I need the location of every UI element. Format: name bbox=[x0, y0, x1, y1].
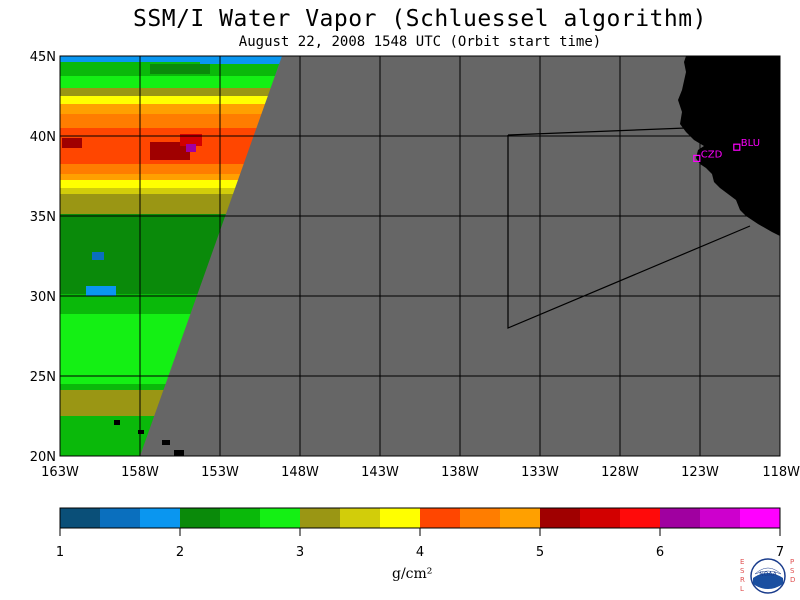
map-frame bbox=[59, 55, 781, 457]
vapor-blue-patch-1 bbox=[86, 286, 116, 296]
lon-label: 158W bbox=[121, 465, 159, 480]
sector-outline bbox=[507, 135, 751, 329]
hawaii-islands bbox=[114, 420, 184, 456]
colorbar bbox=[60, 508, 781, 528]
lat-label: 45N bbox=[30, 50, 56, 65]
vapor-band-olive bbox=[60, 88, 282, 96]
lon-label: 153W bbox=[201, 465, 239, 480]
lon-label: 138W bbox=[441, 465, 479, 480]
station-marker-czd bbox=[693, 154, 701, 162]
vapor-band-orange-1 bbox=[60, 104, 282, 114]
vapor-darkgreen-patch bbox=[150, 64, 210, 74]
map-title: SSM/I Water Vapor (Schluessel algorithm) bbox=[133, 6, 707, 32]
colorbar-swatch bbox=[140, 508, 181, 528]
lat-label: 20N bbox=[30, 450, 56, 465]
lat-label: 30N bbox=[30, 290, 56, 305]
colorbar-tick-label: 6 bbox=[656, 545, 664, 560]
vapor-band-green-2 bbox=[60, 76, 282, 88]
vapor-band-yellow-2 bbox=[60, 180, 282, 188]
vapor-band-orange-4 bbox=[60, 174, 282, 180]
stations: CZD BLU bbox=[693, 138, 760, 162]
colorbar-swatch bbox=[180, 508, 221, 528]
lon-label: 118W bbox=[762, 465, 800, 480]
noaa-seal-icon: NOAA bbox=[750, 558, 786, 594]
vapor-max-dark-red-2 bbox=[62, 138, 82, 148]
lat-axis-labels: 45N 40N 35N 30N 25N 20N bbox=[30, 50, 56, 465]
station-label-blu: BLU bbox=[741, 138, 760, 149]
vapor-blue-patch-2 bbox=[92, 252, 104, 260]
lat-label: 40N bbox=[30, 130, 56, 145]
colorbar-swatch bbox=[260, 508, 301, 528]
vapor-band-olive-2 bbox=[60, 194, 282, 214]
island-kauai bbox=[114, 420, 120, 425]
island-hawaii bbox=[174, 450, 184, 456]
colorbar-swatch bbox=[100, 508, 141, 528]
vapor-band-orange-2 bbox=[60, 114, 282, 128]
graticule bbox=[60, 56, 780, 456]
vapor-blue-north-patch bbox=[200, 56, 280, 64]
lon-label: 128W bbox=[601, 465, 639, 480]
lon-label: 163W bbox=[41, 465, 79, 480]
island-maui bbox=[162, 440, 170, 445]
north-america-land bbox=[678, 56, 780, 236]
vapor-max-red bbox=[180, 134, 202, 146]
colorbar-swatch bbox=[300, 508, 341, 528]
lon-label: 133W bbox=[521, 465, 559, 480]
vapor-band-orange-3 bbox=[60, 164, 282, 174]
colorbar-tick-label: 3 bbox=[296, 545, 304, 560]
colorbar-unit-label: g/cm² bbox=[392, 566, 433, 582]
colorbar-swatch bbox=[420, 508, 461, 528]
seal-text: NOAA bbox=[759, 571, 777, 578]
vapor-max-purple bbox=[186, 144, 196, 152]
colorbar-tick-label: 4 bbox=[416, 545, 424, 560]
lat-label: 35N bbox=[30, 210, 56, 225]
colorbar-swatch bbox=[220, 508, 261, 528]
station-marker-blu bbox=[733, 143, 741, 151]
colorbar-swatch bbox=[740, 508, 781, 528]
colorbar-swatch bbox=[580, 508, 621, 528]
island-oahu bbox=[138, 430, 144, 434]
lon-label: 143W bbox=[361, 465, 399, 480]
map-subtitle: August 22, 2008 1548 UTC (Orbit start ti… bbox=[238, 34, 602, 50]
colorbar-tick-label: 2 bbox=[176, 545, 184, 560]
colorbar-tick-label: 5 bbox=[536, 545, 544, 560]
colorbar-tick-label: 1 bbox=[56, 545, 64, 560]
station-label-czd: CZD bbox=[701, 149, 723, 160]
colorbar-swatch bbox=[60, 508, 101, 528]
colorbar-swatch bbox=[660, 508, 701, 528]
lon-label: 148W bbox=[281, 465, 319, 480]
lat-label: 25N bbox=[30, 370, 56, 385]
vapor-max-dark-red-1 bbox=[150, 142, 190, 160]
colorbar-swatch bbox=[500, 508, 541, 528]
colorbar-tick-label: 7 bbox=[776, 545, 784, 560]
colorbar-swatch bbox=[340, 508, 381, 528]
sector-outline-top bbox=[507, 127, 687, 136]
colorbar-swatch bbox=[460, 508, 501, 528]
colorbar-tick-labels: 1 2 3 4 5 6 7 bbox=[56, 528, 784, 560]
vapor-band-yellow-1 bbox=[60, 96, 282, 104]
colorbar-swatch bbox=[540, 508, 581, 528]
lon-label: 123W bbox=[681, 465, 719, 480]
colorbar-swatch bbox=[380, 508, 421, 528]
colorbar-swatch bbox=[620, 508, 661, 528]
lon-axis-labels: 163W 158W 153W 148W 143W 138W 133W 128W 123W 118W bbox=[41, 465, 800, 480]
colorbar-swatch bbox=[700, 508, 741, 528]
vapor-band-yellow-3 bbox=[60, 188, 282, 194]
